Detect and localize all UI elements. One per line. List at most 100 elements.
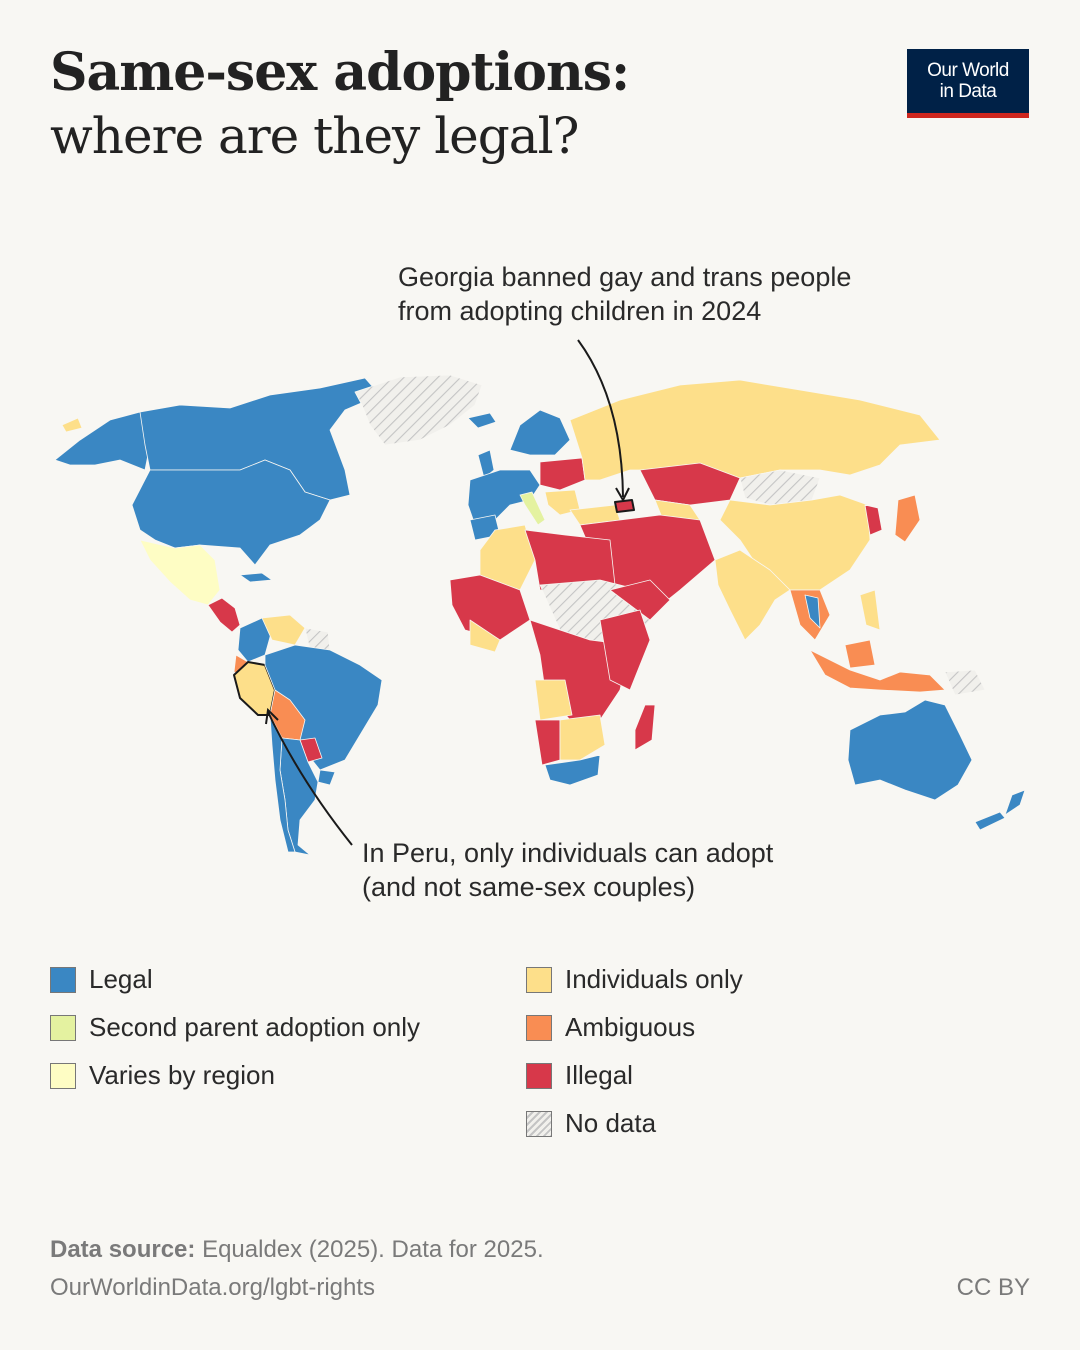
annotation-peru-line-1: In Peru, only individuals can adopt [362,838,774,868]
region-south-africa [544,754,601,786]
region-angola [534,679,573,721]
region-thailand [804,594,821,629]
page-subtitle: where are they legal? [50,107,579,165]
region-madagascar [634,704,656,751]
region-caribbean [239,572,273,583]
region-colombia [237,617,273,663]
region-middle-east [579,514,716,621]
region-iceland [467,412,497,429]
legend-label: Individuals only [565,964,743,994]
region-morocco [469,514,501,541]
legend-swatch-ambiguous [526,1014,552,1041]
legend-item-no-data[interactable]: No data [526,1108,656,1139]
region-india [714,549,791,641]
owid-logo[interactable]: Our World in Data [907,49,1029,118]
legend-item-legal[interactable]: Legal [50,964,153,995]
region-southeast-asia [789,589,831,641]
region-argentina [279,737,319,856]
region-western-europe [467,469,541,526]
legend-label: Ambiguous [565,1012,696,1042]
legend-item-ambiguous[interactable]: Ambiguous [526,1012,695,1043]
region-china [719,494,871,591]
region-chile [269,714,296,853]
region-korea [864,504,883,536]
legend-label: Legal [89,964,153,994]
legend-swatch-individuals [526,966,552,993]
annotation-peru: In Peru, only individuals can adopt (and… [362,836,773,904]
region-japan [894,494,921,543]
region-algeria [479,524,536,591]
region-uruguay [317,769,336,786]
legend-swatch-second-parent [50,1014,76,1041]
legend-swatch-no-data [526,1110,552,1137]
legend-item-varies[interactable]: Varies by region [50,1060,275,1091]
region-australia [847,699,973,801]
region-aleutians [61,417,83,433]
region-venezuela [261,614,306,646]
region-russia [569,379,941,481]
data-source-text: Equaldex (2025). Data for 2025. [202,1236,544,1263]
region-alaska [54,411,151,471]
data-source-label: Data source: [50,1236,196,1263]
region-eastern-europe [539,457,586,491]
legend-item-individuals[interactable]: Individuals only [526,964,743,995]
region-new-zealand-south [974,811,1006,831]
region-kazakhstan [639,462,741,506]
legend-swatch-illegal [526,1062,552,1089]
annotation-georgia: Georgia banned gay and trans people from… [398,260,851,328]
region-west-africa [449,574,531,641]
region-greenland [354,374,483,446]
license[interactable]: CC BY [956,1274,1030,1301]
legend-item-illegal[interactable]: Illegal [526,1060,633,1091]
title-block: Same-sex adoptions: where are they legal… [50,40,630,166]
legend-label: Second parent adoption only [89,1012,421,1042]
region-southern-africa [559,714,606,761]
region-ecuador [233,654,249,676]
annotation-georgia-line-1: Georgia banned gay and trans people [398,262,852,292]
georgia-arrowhead [615,487,630,503]
legend-swatch-varies [50,1062,76,1089]
legend-label: Varies by region [89,1060,275,1090]
source-url[interactable]: OurWorldinData.org/lgbt-rights [50,1274,376,1301]
legend-item-second-parent[interactable]: Second parent adoption only [50,1012,420,1043]
region-mongolia [739,469,821,506]
region-central-asia [654,499,701,526]
region-north-africa [524,529,616,591]
region-brazil [264,644,383,771]
region-borneo [844,639,876,669]
region-indonesia [809,649,946,693]
region-central-africa [529,619,631,721]
region-italy [519,491,546,526]
logo-line-2: in Data [939,81,997,102]
region-canada [139,377,381,501]
region-namibia [534,719,561,766]
page-title: Same-sex adoptions: [50,42,630,103]
legend-label: Illegal [565,1060,633,1090]
georgia-arrow [577,339,624,498]
region-georgia [614,499,635,513]
region-united-states [131,459,331,566]
region-philippines [859,589,881,631]
region-balkans [544,489,581,516]
region-guianas [304,627,331,651]
region-scandinavia [509,409,571,456]
logo-line-1: Our World [927,60,1009,81]
legend-swatch-legal [50,966,76,993]
data-source: Data source: Equaldex (2025). Data for 2… [50,1236,544,1264]
region-papua-new-guinea [944,669,986,696]
region-libya-sudan [539,579,651,646]
region-new-zealand [1004,789,1026,816]
annotation-georgia-line-2: from adopting children in 2024 [398,296,762,326]
region-horn [609,579,671,621]
region-peru [233,661,276,716]
region-central-america [207,597,241,633]
region-mexico [139,539,221,606]
peru-arrow [267,711,353,846]
region-east-africa [599,609,651,691]
region-uk [477,449,495,479]
region-bolivia [269,689,306,741]
legend-label: No data [565,1108,657,1138]
peru-arrowhead [265,707,279,725]
